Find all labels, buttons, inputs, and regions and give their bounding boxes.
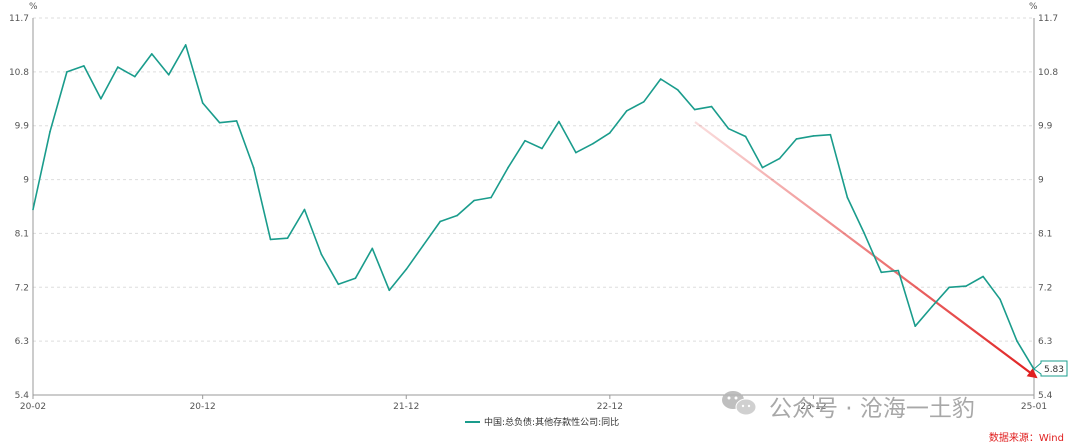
x-tick-labels: 20-02 20-12 21-12 22-12 23-12 25-01 bbox=[20, 395, 1047, 412]
y-tick-label: 11.7 bbox=[9, 14, 29, 24]
data-point bbox=[473, 199, 475, 202]
data-point bbox=[66, 71, 68, 73]
data-point bbox=[948, 286, 950, 289]
y-tick-label: 8.1 bbox=[1038, 229, 1052, 239]
data-point bbox=[83, 65, 85, 67]
x-tick-label: 20-12 bbox=[190, 402, 216, 412]
data-point bbox=[184, 44, 187, 46]
data-point bbox=[812, 135, 815, 137]
data-point bbox=[710, 105, 713, 108]
y-tick-label: 6.3 bbox=[15, 337, 29, 347]
end-value-callout: 5.83 bbox=[1033, 360, 1068, 377]
series-layer bbox=[32, 44, 1035, 371]
data-point bbox=[863, 232, 866, 235]
x-tick-label: 21-12 bbox=[393, 402, 419, 412]
data-point bbox=[337, 283, 340, 286]
trend-arrow bbox=[694, 121, 1038, 379]
data-point bbox=[388, 289, 391, 292]
y-tick-label: 10.8 bbox=[9, 68, 29, 78]
data-point bbox=[880, 271, 883, 274]
gridlines bbox=[33, 17, 1034, 342]
data-point bbox=[541, 147, 543, 150]
data-point bbox=[829, 133, 832, 136]
data-point bbox=[676, 89, 679, 91]
y-tick-label: 7.2 bbox=[1038, 283, 1052, 293]
end-value-label: 5.83 bbox=[1044, 365, 1064, 375]
y-unit-left: % bbox=[29, 2, 38, 12]
data-point bbox=[965, 285, 967, 287]
data-point bbox=[405, 268, 408, 271]
y-tick-label: 7.2 bbox=[15, 283, 29, 293]
data-point bbox=[1016, 340, 1018, 342]
data-point bbox=[846, 196, 849, 199]
data-point bbox=[269, 238, 272, 241]
data-point bbox=[100, 97, 102, 100]
data-point bbox=[575, 151, 577, 154]
y-unit-right: % bbox=[1029, 2, 1038, 12]
data-point bbox=[778, 157, 781, 160]
data-point bbox=[931, 305, 934, 308]
data-point bbox=[914, 325, 917, 327]
data-point bbox=[609, 132, 611, 134]
data-point bbox=[422, 244, 425, 247]
y-tick-label: 5.4 bbox=[1038, 391, 1053, 401]
x-tick-label: 22-12 bbox=[597, 402, 623, 412]
data-point bbox=[201, 102, 204, 104]
x-tick-label: 25-01 bbox=[1021, 402, 1047, 412]
source-note: 数据来源：Wind bbox=[989, 431, 1064, 444]
data-point bbox=[795, 138, 798, 140]
data-point bbox=[727, 127, 730, 130]
y-tick-label: 5.4 bbox=[15, 391, 30, 401]
data-point bbox=[999, 298, 1001, 301]
y-tick-label: 9.9 bbox=[1038, 122, 1053, 132]
y-tick-label: 11.7 bbox=[1038, 14, 1058, 24]
data-point bbox=[303, 208, 306, 211]
data-point bbox=[558, 120, 560, 123]
y-tick-label: 9 bbox=[1038, 176, 1044, 186]
watermark-text: 公众号 · 沧海一土豹 bbox=[769, 396, 975, 422]
watermark: 公众号 · 沧海一土豹 bbox=[722, 391, 975, 422]
data-point bbox=[320, 253, 323, 256]
data-point bbox=[133, 75, 136, 78]
y-tick-label: 8.1 bbox=[15, 229, 29, 239]
y-tick-label: 9 bbox=[23, 176, 29, 186]
x-tick-label: 23-12 bbox=[800, 402, 826, 412]
series-line bbox=[32, 44, 1035, 370]
data-point bbox=[642, 100, 645, 103]
legend: 中国:总负债:其他存款性公司:同比 bbox=[465, 416, 619, 428]
data-point bbox=[659, 78, 662, 80]
data-point bbox=[761, 166, 764, 169]
data-point bbox=[354, 277, 357, 280]
data-point bbox=[252, 166, 255, 169]
data-point bbox=[626, 109, 628, 112]
data-point bbox=[150, 53, 153, 55]
x-tick-label: 20-02 bbox=[20, 402, 46, 412]
data-point bbox=[286, 237, 289, 240]
y-tick-label: 10.8 bbox=[1038, 68, 1058, 78]
y-tick-labels-right: 11.7 10.8 9.9 9 8.1 7.2 6.3 5.4 bbox=[1038, 14, 1058, 401]
data-point bbox=[693, 108, 696, 111]
y-tick-label: 9.9 bbox=[15, 122, 30, 132]
legend-label: 中国:总负债:其他存款性公司:同比 bbox=[484, 416, 619, 428]
y-tick-labels-left: 11.7 10.8 9.9 9 8.1 7.2 6.3 5.4 bbox=[9, 14, 29, 401]
data-point bbox=[167, 74, 170, 76]
data-point bbox=[897, 269, 900, 272]
data-point bbox=[507, 166, 509, 169]
wechat-icon bbox=[722, 391, 757, 416]
data-point bbox=[32, 208, 34, 211]
data-point bbox=[235, 120, 238, 122]
data-point bbox=[744, 135, 747, 138]
data-point bbox=[49, 130, 51, 133]
data-point bbox=[371, 247, 374, 250]
data-point bbox=[439, 220, 441, 223]
y-tick-label: 6.3 bbox=[1038, 337, 1052, 347]
data-point bbox=[524, 139, 526, 142]
data-point bbox=[117, 66, 119, 68]
data-point bbox=[456, 214, 458, 217]
data-point bbox=[982, 275, 984, 278]
data-point bbox=[490, 196, 492, 199]
data-point bbox=[592, 142, 594, 145]
data-point bbox=[218, 121, 221, 124]
